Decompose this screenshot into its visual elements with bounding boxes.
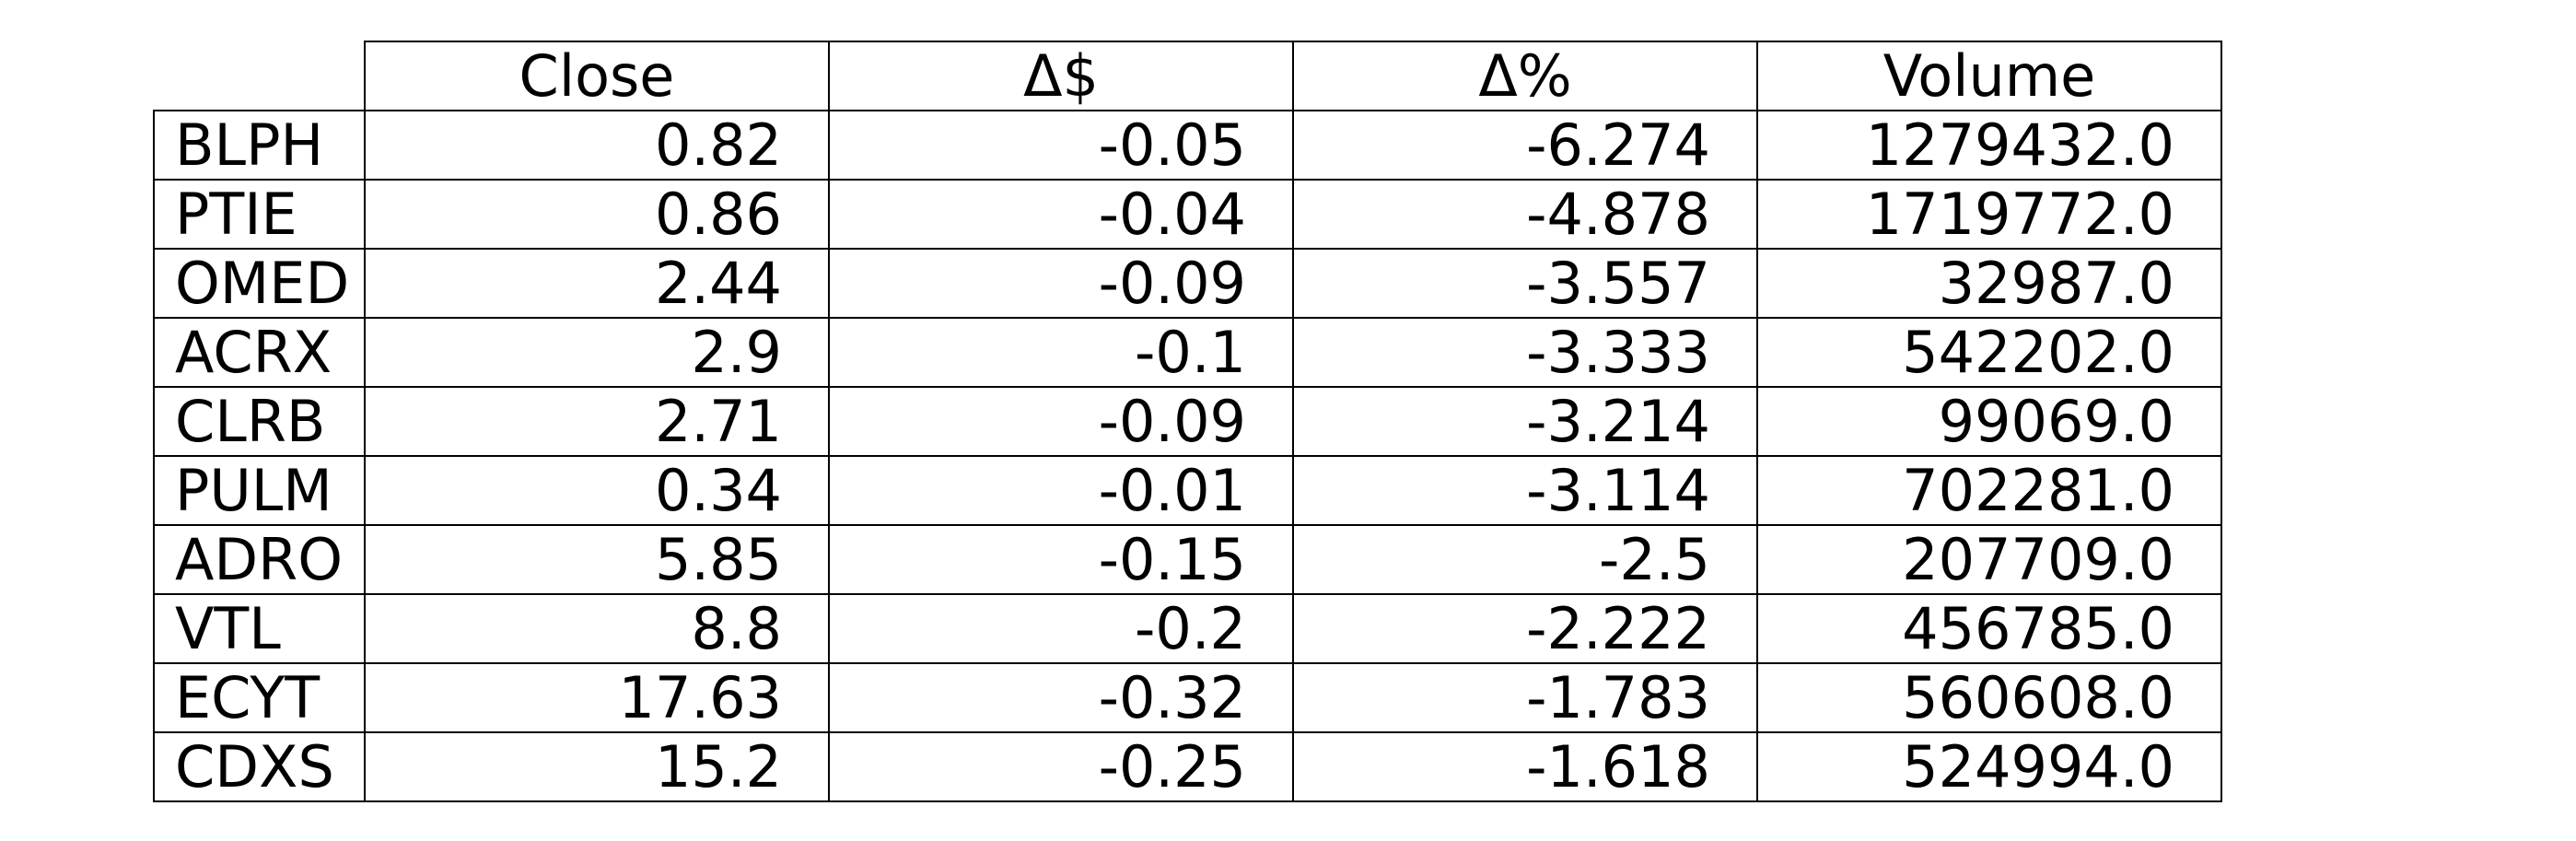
cell-volume: 560608.0	[1756, 662, 2222, 733]
cell-change-dollar: -0.04	[828, 179, 1294, 250]
table-row: ECYT 17.63 -0.32 -1.783 560608.0	[153, 662, 2222, 733]
cell-change-percent: -1.618	[1292, 731, 1758, 802]
table-row: ACRX 2.9 -0.1 -3.333 542202.0	[153, 317, 2222, 388]
row-label: ECYT	[153, 662, 366, 733]
cell-close: 8.8	[364, 593, 830, 664]
row-label: ACRX	[153, 317, 366, 388]
cell-change-dollar: -0.32	[828, 662, 1294, 733]
cell-change-dollar: -0.2	[828, 593, 1294, 664]
cell-change-percent: -1.783	[1292, 662, 1758, 733]
row-label: CLRB	[153, 386, 366, 457]
cell-volume: 1719772.0	[1756, 179, 2222, 250]
cell-change-percent: -3.114	[1292, 455, 1758, 526]
stock-table-container: Close Δ$ Δ% Volume BLPH 0.82 -0.05 -6.274 12…	[153, 41, 2222, 802]
cell-change-percent: -4.878	[1292, 179, 1758, 250]
header-row: Close Δ$ Δ% Volume	[154, 41, 2222, 111]
cell-change-percent: -2.5	[1292, 524, 1758, 595]
cell-close: 2.44	[364, 248, 830, 319]
cell-volume: 207709.0	[1756, 524, 2222, 595]
cell-volume: 524994.0	[1756, 731, 2222, 802]
table-row: VTL 8.8 -0.2 -2.222 456785.0	[153, 593, 2222, 664]
column-header-change-dollar: Δ$	[828, 41, 1294, 111]
cell-change-dollar: -0.01	[828, 455, 1294, 526]
cell-change-dollar: -0.1	[828, 317, 1294, 388]
cell-close: 15.2	[364, 731, 830, 802]
column-header-volume: Volume	[1756, 41, 2222, 111]
cell-change-dollar: -0.25	[828, 731, 1294, 802]
stock-table: Close Δ$ Δ% Volume BLPH 0.82 -0.05 -6.274 12…	[153, 41, 2222, 802]
row-label: CDXS	[153, 731, 366, 802]
cell-close: 0.82	[364, 110, 830, 181]
column-header-close: Close	[364, 41, 830, 111]
cell-close: 0.86	[364, 179, 830, 250]
cell-change-percent: -3.333	[1292, 317, 1758, 388]
cell-close: 0.34	[364, 455, 830, 526]
table-row: PTIE 0.86 -0.04 -4.878 1719772.0	[153, 179, 2222, 250]
corner-cell	[154, 41, 365, 111]
cell-volume: 99069.0	[1756, 386, 2222, 457]
row-label: OMED	[153, 248, 366, 319]
table-body: BLPH 0.82 -0.05 -6.274 1279432.0 PTIE 0.86 -0.0…	[153, 110, 2222, 802]
cell-change-dollar: -0.15	[828, 524, 1294, 595]
row-label: BLPH	[153, 110, 366, 181]
cell-volume: 542202.0	[1756, 317, 2222, 388]
cell-change-percent: -6.274	[1292, 110, 1758, 181]
table-row: CLRB 2.71 -0.09 -3.214 99069.0	[153, 386, 2222, 457]
cell-change-dollar: -0.09	[828, 248, 1294, 319]
cell-close: 2.71	[364, 386, 830, 457]
row-label: ADRO	[153, 524, 366, 595]
column-header-change-percent: Δ%	[1292, 41, 1758, 111]
cell-change-percent: -3.214	[1292, 386, 1758, 457]
cell-volume: 32987.0	[1756, 248, 2222, 319]
table-row: OMED 2.44 -0.09 -3.557 32987.0	[153, 248, 2222, 319]
table-row: ADRO 5.85 -0.15 -2.5 207709.0	[153, 524, 2222, 595]
cell-change-dollar: -0.05	[828, 110, 1294, 181]
table-row: CDXS 15.2 -0.25 -1.618 524994.0	[153, 731, 2222, 802]
cell-volume: 456785.0	[1756, 593, 2222, 664]
cell-change-percent: -2.222	[1292, 593, 1758, 664]
cell-volume: 1279432.0	[1756, 110, 2222, 181]
cell-close: 2.9	[364, 317, 830, 388]
cell-close: 17.63	[364, 662, 830, 733]
table-row: BLPH 0.82 -0.05 -6.274 1279432.0	[153, 110, 2222, 181]
cell-change-percent: -3.557	[1292, 248, 1758, 319]
row-label: VTL	[153, 593, 366, 664]
row-label: PULM	[153, 455, 366, 526]
cell-volume: 702281.0	[1756, 455, 2222, 526]
table-row: PULM 0.34 -0.01 -3.114 702281.0	[153, 455, 2222, 526]
row-label: PTIE	[153, 179, 366, 250]
cell-close: 5.85	[364, 524, 830, 595]
cell-change-dollar: -0.09	[828, 386, 1294, 457]
